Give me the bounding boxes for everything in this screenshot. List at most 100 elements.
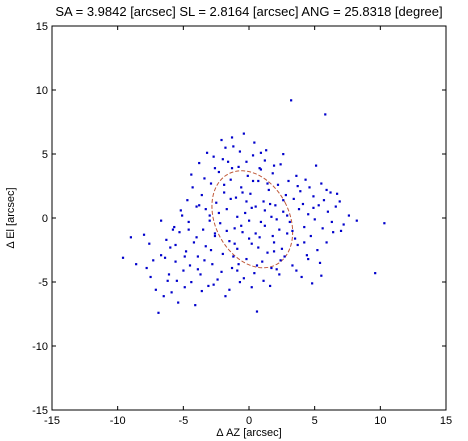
data-point (332, 231, 335, 234)
data-point (224, 295, 227, 298)
data-point (259, 220, 263, 224)
data-point (223, 183, 226, 186)
data-point (257, 179, 260, 183)
data-point (211, 263, 214, 266)
data-point (181, 214, 184, 217)
data-point (228, 288, 231, 291)
data-point (198, 204, 201, 207)
data-point (334, 205, 337, 208)
data-point (262, 279, 265, 282)
data-point (271, 234, 274, 238)
data-point (299, 190, 302, 193)
data-point (170, 291, 173, 294)
chart-title: SA = 3.9842 [arcsec] SL = 2.8164 [arcsec… (55, 4, 442, 19)
data-point (296, 243, 299, 247)
data-point (129, 236, 132, 239)
data-point (261, 260, 264, 263)
data-point (237, 263, 240, 266)
data-point (324, 113, 327, 116)
data-point (265, 149, 268, 152)
y-tick-label: -10 (32, 341, 48, 353)
data-point (318, 261, 322, 264)
data-point (347, 214, 351, 217)
data-point (383, 222, 386, 225)
data-point (207, 284, 210, 288)
data-point (254, 232, 257, 235)
data-point (316, 249, 319, 252)
data-point (248, 237, 251, 240)
data-point (188, 264, 192, 267)
data-point (217, 170, 220, 174)
data-point (255, 310, 259, 313)
data-point (237, 165, 240, 168)
data-point (250, 242, 253, 245)
data-point (254, 205, 257, 208)
data-point (217, 211, 220, 215)
y-tick-label: 10 (36, 85, 48, 97)
data-point (195, 205, 198, 208)
data-point (148, 242, 151, 245)
data-point (221, 252, 224, 256)
data-point (251, 179, 255, 183)
data-point (250, 206, 253, 209)
data-point (145, 266, 148, 270)
data-point (295, 174, 298, 177)
data-point (287, 179, 290, 183)
data-point (283, 255, 286, 258)
data-point (157, 311, 160, 314)
data-point (142, 233, 146, 236)
data-point (200, 289, 203, 293)
data-point (174, 260, 177, 263)
data-point (203, 259, 206, 262)
data-point (245, 160, 248, 163)
data-point (263, 209, 266, 212)
data-point (284, 193, 287, 197)
data-point (342, 223, 345, 226)
data-point (187, 228, 190, 231)
data-point (293, 237, 297, 240)
data-point (259, 151, 263, 154)
data-point (320, 182, 323, 185)
data-point (303, 225, 306, 229)
data-point (263, 159, 266, 162)
data-point (205, 151, 209, 154)
data-point (225, 208, 228, 211)
data-point (209, 249, 213, 252)
data-point (250, 286, 253, 289)
data-point (171, 228, 175, 231)
data-point (236, 215, 239, 218)
data-point (272, 250, 276, 253)
data-point (320, 274, 323, 277)
y-axis-label: Δ El [arcsec] (5, 187, 17, 248)
data-point (338, 200, 341, 203)
x-tick-label: 10 (374, 415, 386, 427)
data-point (296, 185, 299, 188)
data-point (307, 257, 310, 261)
data-point (329, 191, 332, 194)
data-point (270, 215, 273, 218)
data-point (228, 240, 231, 243)
data-point (209, 182, 213, 185)
data-point (282, 199, 285, 202)
plot-area: -15 -10 -5 0 5 10 15 -15 -10 -5 0 5 10 15 (32, 21, 452, 427)
data-point (276, 183, 280, 186)
data-point (236, 247, 239, 250)
data-point (244, 211, 247, 215)
data-point (229, 178, 232, 181)
data-point (232, 145, 235, 148)
data-point (269, 284, 272, 288)
x-tick-label: 0 (246, 415, 252, 427)
data-point (258, 236, 261, 239)
data-point (216, 278, 219, 281)
data-point (195, 236, 198, 239)
data-point (166, 279, 169, 282)
data-point (212, 283, 215, 286)
data-point (200, 193, 203, 197)
data-point (149, 275, 152, 279)
data-point (335, 192, 339, 195)
y-tick-label: 15 (36, 21, 48, 33)
data-point (238, 281, 242, 284)
data-point (295, 269, 298, 272)
data-point (272, 164, 276, 167)
x-axis-label: Δ AZ [arcsec] (216, 427, 281, 439)
